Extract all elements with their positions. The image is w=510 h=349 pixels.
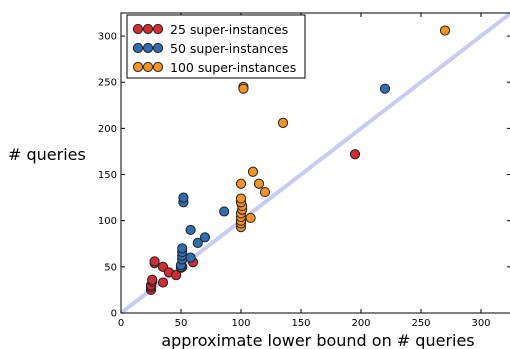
legend: 25 super-instances 50 super-instances 10…	[126, 14, 306, 79]
data-point	[149, 256, 160, 267]
data-point	[235, 178, 247, 189]
data-point	[171, 270, 182, 281]
data-point	[238, 83, 249, 94]
data-point	[235, 193, 247, 204]
x-tick-label: 50	[175, 318, 188, 329]
points-layer	[145, 25, 451, 296]
data-point	[277, 117, 289, 128]
legend-marker-dot	[152, 61, 164, 73]
legend-marker-50	[132, 42, 164, 54]
x-tick-label: 250	[411, 318, 430, 329]
x-tick-label: 200	[351, 318, 370, 329]
legend-marker-dot	[132, 42, 144, 54]
data-point	[245, 212, 256, 224]
y-tick-label: 300	[98, 32, 117, 43]
data-point	[379, 83, 391, 94]
legend-marker-dot	[142, 61, 154, 73]
legend-label-25: 25 super-instances	[170, 22, 288, 37]
data-point	[177, 243, 188, 254]
y-tick-label: 200	[98, 124, 117, 135]
x-tick-label: 150	[291, 318, 310, 329]
legend-entry-100: 100 super-instances	[132, 60, 296, 75]
reference-line	[119, 11, 510, 315]
legend-label-50: 50 super-instances	[170, 41, 288, 56]
x-tick-label: 100	[231, 318, 250, 329]
data-point	[147, 274, 158, 285]
legend-marker-dot	[152, 23, 164, 35]
legend-marker-dot	[152, 42, 164, 54]
data-point	[185, 224, 196, 236]
x-tick-label: 300	[471, 318, 490, 329]
y-axis-label: # queries	[8, 145, 86, 164]
data-point	[185, 252, 196, 263]
legend-label-100: 100 super-instances	[170, 60, 296, 75]
x-tick-label: 0	[118, 318, 124, 329]
data-point	[247, 166, 259, 177]
plot-frame	[120, 12, 510, 314]
data-point	[192, 237, 203, 248]
y-tick-label: 100	[98, 216, 117, 227]
data-point	[259, 186, 271, 198]
data-point	[157, 277, 169, 288]
data-point	[199, 232, 211, 243]
legend-marker-25	[132, 23, 164, 35]
y-tick-label: 250	[98, 78, 117, 89]
data-point	[439, 25, 451, 36]
data-point	[349, 149, 361, 160]
legend-marker-dot	[132, 23, 144, 35]
y-tick-label: 0	[111, 309, 117, 320]
x-axis-label: approximate lower bound on # queries	[161, 331, 474, 349]
legend-entry-50: 50 super-instances	[132, 41, 288, 56]
data-point	[253, 178, 265, 189]
legend-entry-25: 25 super-instances	[132, 22, 288, 37]
y-tick-label: 50	[104, 262, 117, 273]
legend-marker-dot	[142, 23, 154, 35]
legend-marker-dot	[132, 61, 144, 73]
data-point	[219, 206, 230, 217]
ticks-layer: 0 50 100 150 200 250 300 0 50 100 150 200 250 300	[98, 13, 510, 329]
legend-marker-dot	[142, 42, 154, 54]
y-tick-label: 150	[98, 170, 117, 181]
data-point	[178, 192, 189, 203]
legend-marker-100	[132, 61, 164, 73]
